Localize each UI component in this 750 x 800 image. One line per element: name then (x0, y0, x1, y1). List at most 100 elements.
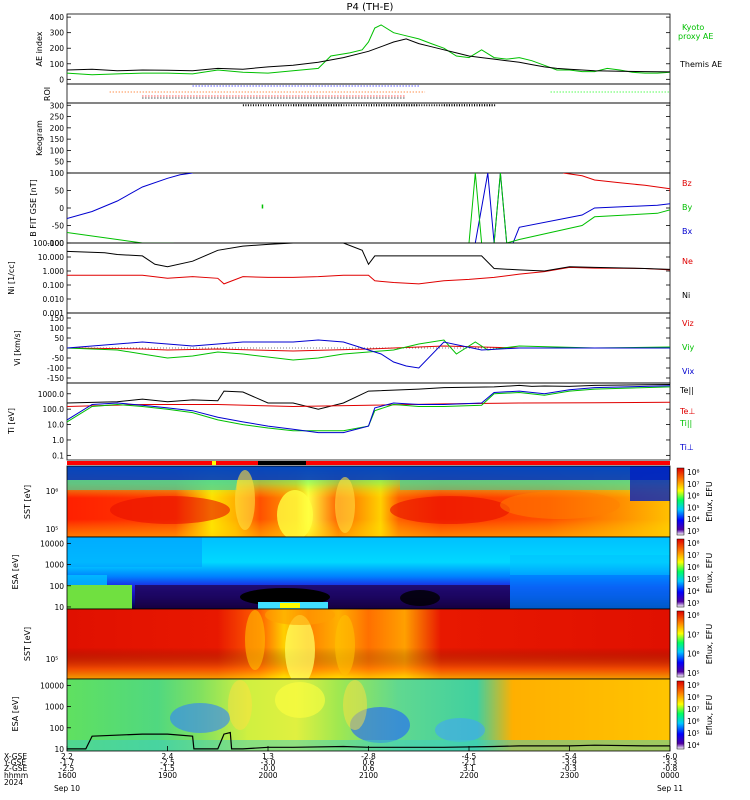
esa-ion-spectrogram (67, 537, 670, 609)
keogram-dot (353, 104, 355, 107)
keogram-dot (303, 104, 305, 107)
density-series-Ni (66, 242, 671, 272)
keogram-dot (426, 104, 428, 107)
colorbar-tick: 10⁷ (687, 630, 700, 639)
keogram-dot (486, 104, 488, 107)
panel-temperature-lines (66, 384, 671, 434)
keogram-dot (396, 104, 398, 107)
colorbars: 10⁸ 10⁷ 10⁶ 10⁵ 10⁴ 10³ Eflux, EFU 10⁸ 10⁷ 10⁶ 10⁵… (676, 467, 714, 750)
xaxis-row-label: hhmm (4, 771, 28, 780)
colorbar-tick: 10⁶ (687, 563, 700, 572)
keogram-dot (401, 104, 403, 107)
keogram-dot (338, 104, 340, 107)
keogram-ytick-label: 50 (54, 158, 64, 167)
keogram-dot (479, 104, 481, 107)
sst-elec-spectrogram (67, 609, 670, 679)
panel-temperature-yticks: 1000.0 100.0 10.0 1.0 0.1 (38, 390, 670, 460)
keogram-dot (484, 104, 486, 107)
esa-ytick-label: 10 (54, 603, 64, 612)
keogram-dot (443, 104, 445, 107)
density-ytick-label: 0.100 (43, 281, 65, 290)
esa-elec-spectrogram (67, 679, 670, 751)
velocity-ytick-label: 100 (50, 324, 65, 333)
keogram-dot (368, 104, 370, 107)
panel-ae-ylabel: AE index (35, 31, 44, 66)
xaxis-tick-xgse: -2.8 (361, 752, 376, 761)
panel-velocity-lines (66, 339, 671, 369)
keogram-dot (298, 104, 300, 107)
panel-esa-ion: ESA [eV] 10000 1000 100 10 (11, 536, 671, 612)
bfield-series-Bz (563, 173, 670, 193)
xaxis-row-label: 2024 (4, 778, 23, 787)
colorbar-tick: 10⁶ (687, 492, 700, 501)
keogram-dot (285, 104, 287, 107)
keogram-dot (333, 104, 335, 107)
keogram-dot (268, 104, 269, 107)
density-ytick-label: 0.001 (43, 309, 65, 318)
keogram-dot (406, 104, 408, 107)
keogram-dot (330, 104, 332, 107)
keogram-dot (388, 104, 390, 107)
panel-bfield-ylabel: B FIT GSE [nT] (29, 179, 38, 237)
panel-ae: AE index 400 300 200 100 0 Kyoto proxy AE Th… (35, 13, 722, 85)
keogram-dot (355, 104, 357, 107)
esa-ytick-label: 10 (54, 745, 64, 754)
colorbar-2 (676, 610, 685, 678)
mode-bar-yellow (212, 461, 216, 465)
xaxis-row-label: Z-GSE (4, 764, 28, 773)
keogram-dot (305, 104, 307, 107)
keogram-dot (280, 104, 282, 107)
bfield-series-Bx (67, 173, 193, 219)
xaxis-tick-xgse: -5.4 (562, 752, 577, 761)
keogram-dot (451, 104, 453, 107)
colorbar-tick: 10⁴ (687, 587, 700, 596)
colorbar-tick: 10⁸ (687, 693, 700, 702)
xaxis-tick-ygse: -1.7 (60, 758, 75, 767)
colorbar-tick: 10⁴ (687, 741, 700, 750)
figure-title: P4 (TH-E) (347, 2, 394, 13)
keogram-dot (275, 104, 277, 107)
colorbar-tick: 10⁷ (687, 480, 700, 489)
keogram-dot (408, 104, 410, 107)
keogram-dot (363, 104, 365, 107)
temperature-series-Ti⊥ (66, 385, 671, 434)
panel-esa-ion-ylabel: ESA [eV] (11, 555, 20, 590)
density-ytick-label: 100.000 (33, 239, 64, 248)
keogram-dot (262, 104, 264, 107)
x-axis: X-GSEY-GSEZ-GSEhhmm20242.2-1.7-2.51600Se… (3, 746, 683, 793)
sst-ion-ytick-0: 10⁶ (46, 487, 59, 496)
xaxis-tick-xgse: 2.2 (61, 752, 73, 761)
colorbar-tick: 10⁸ (687, 468, 700, 477)
panel-bfield-yticks: 100 50 0 -50 -100 (47, 169, 670, 248)
keogram-dot (453, 104, 455, 107)
sst-ion-ytick-1: 10⁵ (46, 525, 59, 534)
velocity-ytick-label: 0 (59, 344, 64, 353)
panel-roi: ROI (43, 83, 671, 104)
keogram-dot (283, 104, 285, 107)
sst-ion-spectrogram (67, 466, 670, 537)
xaxis-tick-ygse: -2.5 (160, 758, 175, 767)
xaxis-tick-xgse: 1.3 (262, 752, 274, 761)
keogram-dot (436, 104, 438, 107)
esa-elec-yticks: 10000 1000 100 10 (40, 681, 71, 754)
panel-keogram-lines (242, 104, 496, 107)
keogram-dot (421, 104, 423, 107)
xaxis-tick-zgse: -0.3 (562, 764, 577, 773)
keogram-dot (295, 104, 297, 107)
keogram-dot (411, 104, 413, 107)
temperature-series-Te|| (66, 384, 671, 410)
temperature-ytick-label: 100.0 (43, 405, 65, 414)
keogram-dot (376, 104, 378, 107)
colorbar-label: Eflux, EFU (705, 481, 714, 522)
temperature-series-Ti|| (66, 386, 671, 432)
bfield-ytick-label: 0 (59, 204, 64, 213)
temperature-ytick-label: 0.1 (52, 451, 64, 460)
xaxis-tick-zgse: 3.1 (463, 764, 475, 773)
temperature-ytick-label: 1.0 (52, 436, 64, 445)
xaxis-tick-hhmm: 2000 (258, 771, 277, 780)
keogram-dot (463, 104, 465, 107)
legend-bz: Bz (682, 179, 692, 188)
colorbar-tick: 10⁶ (687, 650, 700, 659)
keogram-dot (247, 104, 249, 107)
keogram-dot (413, 104, 415, 107)
